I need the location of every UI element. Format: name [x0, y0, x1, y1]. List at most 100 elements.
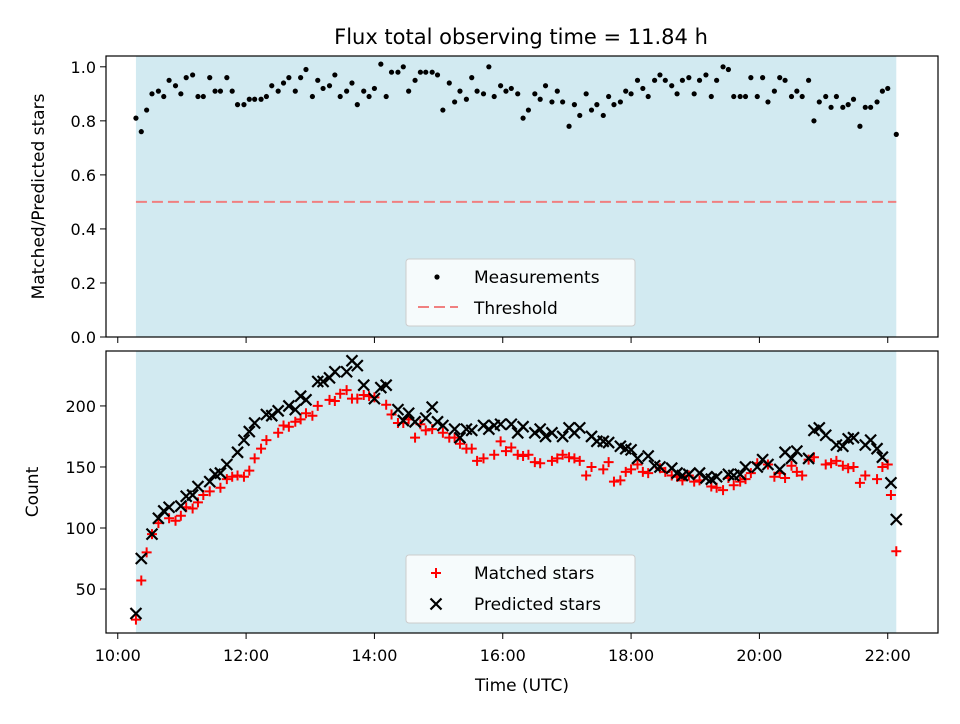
predicted-star-marker	[785, 452, 798, 465]
measurement-point	[879, 88, 885, 94]
matched-star-marker	[643, 468, 654, 479]
measurement-point	[190, 72, 196, 78]
measurement-point	[811, 118, 817, 124]
matched-star-marker	[523, 449, 534, 460]
measurement-point	[828, 104, 834, 110]
predicted-star-marker	[733, 468, 747, 481]
measurement-point	[765, 99, 771, 105]
legend-box	[405, 258, 636, 327]
matched-star-marker	[256, 443, 267, 454]
y-axis-label: Matched/Predicted stars	[29, 93, 49, 299]
measurement-point	[862, 104, 868, 110]
measurement-point	[754, 93, 760, 100]
predicted-star-marker	[836, 439, 850, 453]
measurement-point	[361, 88, 367, 94]
predicted-star-marker	[870, 442, 884, 455]
x-tick-label: 20:00	[736, 646, 782, 665]
measurement-point	[229, 88, 235, 94]
measurement-point	[166, 77, 172, 83]
matched-star-marker	[335, 388, 346, 399]
predicted-star-marker	[289, 403, 302, 416]
y-tick-label: 150	[65, 458, 96, 477]
predicted-star-marker	[505, 417, 518, 431]
measurement-point	[155, 88, 162, 94]
predicted-star-marker	[328, 365, 342, 379]
matched-star-marker	[273, 427, 284, 438]
measurement-point	[554, 88, 560, 94]
matched-star-marker	[358, 389, 369, 400]
matched-star-marker	[290, 416, 301, 427]
measurement-point	[440, 107, 446, 113]
predicted-star-marker	[135, 552, 148, 565]
predicted-star-marker	[761, 458, 775, 471]
measurement-point	[617, 99, 623, 105]
measurement-point	[868, 104, 874, 110]
measurement-point	[474, 88, 480, 94]
measurement-point	[696, 77, 703, 83]
matched-star-marker	[283, 421, 294, 432]
axes-frame	[105, 350, 939, 634]
predicted-star-marker	[391, 403, 405, 416]
measurement-point	[138, 129, 144, 135]
predicted-star-marker	[294, 389, 307, 403]
measurement-point	[542, 83, 549, 89]
y-tick-label: 200	[65, 397, 96, 416]
x-tick-label: 12:00	[223, 646, 269, 665]
measurement-point	[446, 80, 452, 86]
matched-star-marker	[495, 436, 506, 447]
measurement-point	[395, 69, 401, 75]
predicted-star-marker	[710, 470, 723, 484]
measurement-point	[480, 91, 487, 97]
predicted-star-marker	[624, 443, 638, 457]
predicted-star-marker	[419, 411, 433, 425]
measurement-point	[491, 93, 497, 100]
predicted-star-marker	[340, 365, 353, 379]
predicted-star-marker	[397, 414, 410, 427]
x-tick-label: 22:00	[865, 646, 911, 665]
measurement-point	[874, 99, 880, 105]
matched-star-marker	[885, 490, 896, 501]
measurement-point	[725, 66, 731, 73]
y-tick-label: 1.0	[71, 58, 96, 77]
predicted-star-marker	[402, 406, 415, 420]
measurement-point	[452, 99, 458, 105]
measurement-point	[885, 85, 891, 92]
measurement-point	[742, 93, 749, 100]
x-tick-label: 18:00	[608, 646, 654, 665]
measurement-point	[679, 77, 686, 83]
measurement-point	[520, 115, 526, 121]
axes-frame	[105, 55, 939, 338]
y-tick-label: 50	[76, 580, 96, 599]
predicted-star-marker	[299, 393, 313, 407]
matched-star-marker	[204, 486, 215, 497]
predicted-star-marker	[539, 430, 552, 443]
legend: Matched stars Predicted stars	[405, 554, 636, 624]
matched-star-marker	[244, 465, 255, 476]
predicted-star-marker	[641, 449, 655, 463]
predicted-star-marker	[186, 488, 199, 502]
x-tick-label: 16:00	[480, 646, 526, 665]
chart-title: Flux total observing time = 11.84 h	[334, 25, 708, 49]
predicted-star-marker	[357, 378, 371, 392]
predicted-star-marker	[243, 425, 256, 438]
predicted-star-marker	[653, 460, 667, 474]
measurement-point	[234, 102, 241, 108]
matched-star-marker	[598, 464, 609, 475]
matched-star-marker	[877, 461, 888, 472]
matched-star-marker	[820, 459, 831, 470]
matched-star-marker	[826, 458, 837, 469]
matched-star-marker	[518, 450, 529, 461]
matched-star-marker	[860, 470, 871, 481]
measurement-point	[320, 85, 326, 92]
measurement-point	[400, 64, 406, 70]
measurement-point	[224, 75, 230, 81]
measurement-point	[532, 91, 538, 97]
y-axis-label: Count	[23, 466, 43, 517]
matched-star-marker	[472, 455, 483, 466]
predicted-star-marker	[545, 426, 559, 440]
measurement-point	[349, 80, 355, 86]
measurement-point	[366, 93, 372, 100]
matched-star-marker	[431, 568, 441, 578]
measurement-point	[628, 91, 634, 97]
predicted-star-marker	[631, 452, 644, 465]
